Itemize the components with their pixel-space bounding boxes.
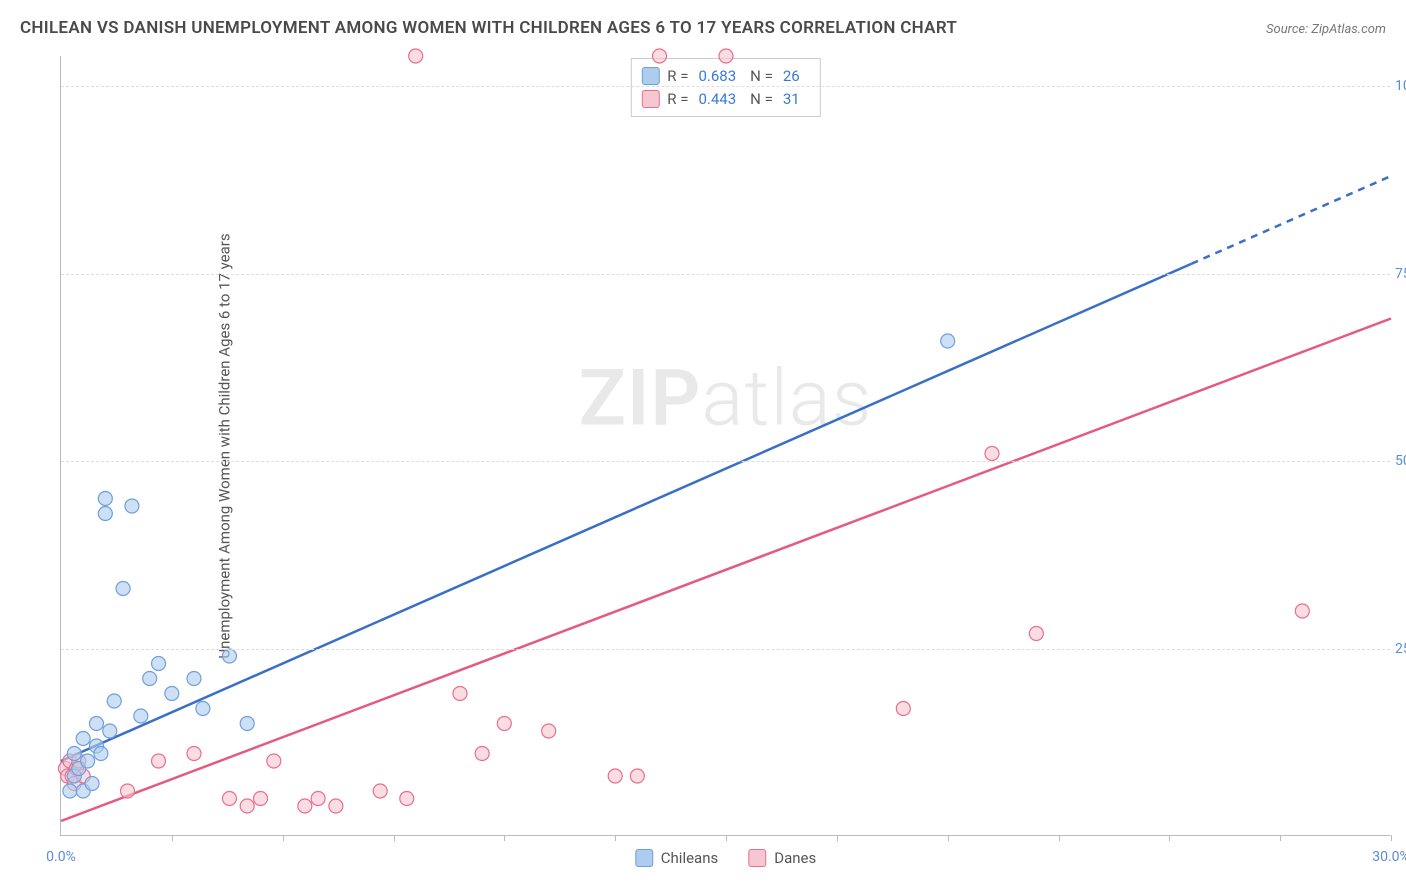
data-point [187, 747, 201, 761]
data-point [896, 702, 910, 716]
data-point [89, 717, 103, 731]
data-point [653, 49, 667, 63]
x-tick-mark [1169, 835, 1170, 841]
x-tick-mark [394, 835, 395, 841]
data-point [453, 687, 467, 701]
data-point [542, 724, 556, 738]
x-tick-mark [837, 835, 838, 841]
y-tick-label: 100.0% [1395, 78, 1406, 94]
data-point [76, 732, 90, 746]
data-point [85, 777, 99, 791]
gridline-h [61, 86, 1390, 87]
data-point [116, 582, 130, 596]
trend-line [61, 319, 1391, 822]
legend-item: Chileans [635, 849, 718, 867]
data-point [311, 792, 325, 806]
data-point [373, 784, 387, 798]
data-point [187, 672, 201, 686]
trend-line [61, 264, 1192, 761]
data-point [143, 672, 157, 686]
plot-svg [61, 56, 1390, 835]
x-tick-mark [172, 835, 173, 841]
data-point [497, 717, 511, 731]
data-point [196, 702, 210, 716]
data-point [254, 792, 268, 806]
data-point [267, 754, 281, 768]
gridline-h [61, 274, 1390, 275]
x-tick-mark [726, 835, 727, 841]
data-point [125, 499, 139, 513]
data-point [630, 769, 644, 783]
y-tick-label: 50.0% [1395, 453, 1406, 469]
data-point [165, 687, 179, 701]
x-tick-label: 0.0% [46, 849, 76, 865]
gridline-h [61, 649, 1390, 650]
data-point [985, 447, 999, 461]
x-tick-mark [948, 835, 949, 841]
legend-swatch [748, 849, 766, 867]
data-point [608, 769, 622, 783]
data-point [222, 792, 236, 806]
x-tick-mark [504, 835, 505, 841]
data-point [63, 784, 77, 798]
x-tick-mark [1391, 835, 1392, 841]
y-tick-label: 75.0% [1395, 266, 1406, 282]
data-point [400, 792, 414, 806]
data-point [329, 799, 343, 813]
data-point [152, 754, 166, 768]
data-point [475, 747, 489, 761]
chart-title: CHILEAN VS DANISH UNEMPLOYMENT AMONG WOM… [20, 18, 957, 38]
data-point [298, 799, 312, 813]
data-point [222, 649, 236, 663]
data-point [1029, 627, 1043, 641]
y-tick-label: 25.0% [1395, 641, 1406, 657]
source-label: Source: ZipAtlas.com [1266, 22, 1386, 37]
x-tick-mark [1059, 835, 1060, 841]
data-point [134, 709, 148, 723]
data-point [107, 694, 121, 708]
legend-item: Danes [748, 849, 816, 867]
data-point [240, 717, 254, 731]
data-point [719, 49, 733, 63]
gridline-h [61, 461, 1390, 462]
data-point [240, 799, 254, 813]
plot-area: ZIPatlas R =0.683N =26R =0.443N =31 Chil… [60, 56, 1390, 836]
chart-container: CHILEAN VS DANISH UNEMPLOYMENT AMONG WOM… [0, 0, 1406, 892]
data-point [1295, 604, 1309, 618]
legend-swatch [635, 849, 653, 867]
data-point [81, 754, 95, 768]
x-tick-mark [615, 835, 616, 841]
data-point [98, 492, 112, 506]
data-point [152, 657, 166, 671]
legend-label: Danes [774, 849, 816, 867]
trend-line-dashed [1192, 176, 1392, 264]
data-point [67, 747, 81, 761]
data-point [941, 334, 955, 348]
legend-label: Chileans [661, 849, 718, 867]
x-tick-label: 30.0% [1372, 849, 1406, 865]
x-tick-mark [283, 835, 284, 841]
data-point [409, 49, 423, 63]
series-legend: Chileans Danes [635, 849, 816, 867]
data-point [98, 507, 112, 521]
data-point [103, 724, 117, 738]
data-point [121, 784, 135, 798]
x-tick-mark [1280, 835, 1281, 841]
data-point [94, 747, 108, 761]
